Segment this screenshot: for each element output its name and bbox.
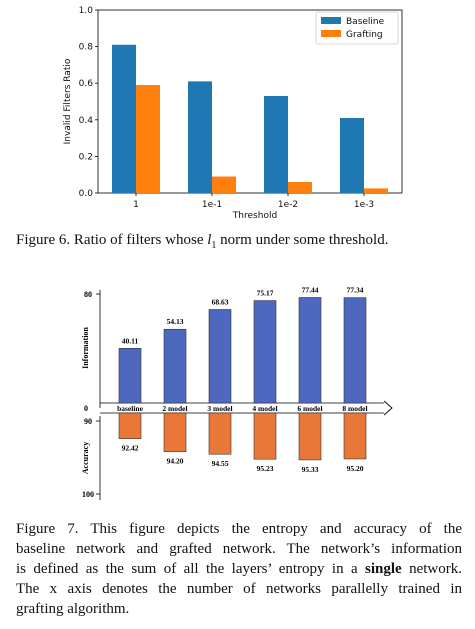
legend-swatch-grafting: [321, 30, 341, 37]
y-tick-label: 0.4: [79, 116, 94, 126]
information-bar-6-model: [298, 297, 322, 404]
figure6-legend: Baseline Grafting: [315, 11, 399, 45]
bar-grafting-1: [136, 85, 160, 193]
figure7-chart: 80 0 90 100 Information Accuracy baseline 2 mod…: [81, 285, 393, 500]
accuracy-value-label: 92.42: [122, 444, 139, 453]
information-value-label: 77.34: [347, 286, 364, 295]
category-label: 4 model: [252, 404, 277, 413]
legend-label-baseline: Baseline: [346, 17, 385, 27]
x-tick-label: 1e-2: [278, 200, 298, 210]
y-tick-label: 0.0: [79, 189, 94, 199]
accuracy-bar-6-model: [298, 412, 322, 461]
information-value-label: 75.17: [257, 289, 274, 298]
y-tick-label: 0.2: [79, 152, 93, 162]
plot-frame: [97, 9, 403, 194]
figure7-caption-line: grafting algorithm.: [16, 601, 130, 617]
y-tick-label: 0.8: [79, 43, 94, 53]
accuracy-value-label: 94.55: [212, 459, 229, 468]
accuracy-value-label: 94.20: [167, 457, 184, 466]
bar-baseline-1e-1: [188, 81, 212, 193]
x-tick-label: 1e-1: [202, 200, 222, 210]
y-tick-label: 0.6: [79, 79, 94, 89]
x-axis-arrow: [383, 400, 393, 416]
accuracy-bar-4-model: [253, 412, 277, 460]
accuracy-tick-label: 90: [84, 417, 92, 426]
accuracy-bar-2-model: [163, 412, 187, 452]
figure7-caption: Figure 7. This figure depicts the entrop…: [16, 519, 462, 619]
information-bar-4-model: [253, 300, 277, 404]
info-axis-title: Information: [81, 327, 90, 369]
accuracy-axis-title: Accuracy: [81, 442, 90, 474]
accuracy-tick-label: 100: [82, 490, 94, 499]
category-label: 2 model: [162, 404, 187, 413]
information-bar-3-model: [208, 309, 232, 404]
figure7-caption-line: Figure 7. This figure depicts the entrop…: [16, 521, 462, 537]
figure7-caption-line: baseline network and grafted network. Th…: [16, 541, 462, 557]
info-tick-label: 80: [84, 290, 92, 299]
y-tick-label: 1.0: [79, 6, 94, 16]
bar-grafting-1e-2: [288, 182, 312, 193]
information-value-label: 54.13: [167, 317, 184, 326]
figure7-caption-line: is defined as the sum of all the layers’…: [16, 561, 463, 577]
bar-baseline-1e-3: [340, 117, 364, 193]
accuracy-bar-3-model: [208, 412, 232, 455]
origin-tick-label: 0: [84, 404, 88, 413]
x-tick-label: 1e-3: [354, 200, 374, 210]
legend-swatch-baseline: [321, 17, 341, 24]
category-label: 3 model: [207, 404, 232, 413]
information-bar-2-model: [163, 328, 187, 404]
category-label: baseline: [117, 404, 144, 413]
category-label: 8 model: [342, 404, 367, 413]
information-value-label: 77.44: [302, 285, 319, 294]
accuracy-value-label: 95.33: [302, 465, 319, 474]
y-axis-label: Invalid Filters Ratio: [63, 58, 73, 144]
information-value-label: 40.11: [122, 336, 139, 345]
legend-label-grafting: Grafting: [346, 30, 383, 40]
information-bar-baseline: [118, 348, 142, 404]
figure7-caption-line: The x axis denotes the number of network…: [16, 581, 462, 597]
figure6-chart: 1 1e-1 1e-2 1e-3 0.0 0.2 0.4 0.6 0.8 1.0 Threshold…: [63, 6, 403, 221]
information-value-label: 68.63: [212, 297, 229, 306]
figure6-caption: Figure 6. Ratio of filters whose l1 norm…: [16, 232, 389, 251]
bar-grafting-1e-3: [364, 188, 388, 193]
accuracy-value-label: 95.23: [257, 464, 274, 473]
x-axis-label: Threshold: [232, 211, 277, 221]
x-tick-label: 1: [133, 200, 139, 210]
category-label: 6 model: [297, 404, 322, 413]
accuracy-bar-baseline: [118, 412, 142, 439]
accuracy-bar-8-model: [343, 412, 367, 460]
bar-baseline-1e-2: [264, 96, 288, 193]
bar-grafting-1e-1: [212, 176, 236, 193]
information-bar-8-model: [343, 297, 367, 404]
bar-baseline-1: [112, 44, 136, 193]
accuracy-value-label: 95.20: [347, 464, 364, 473]
